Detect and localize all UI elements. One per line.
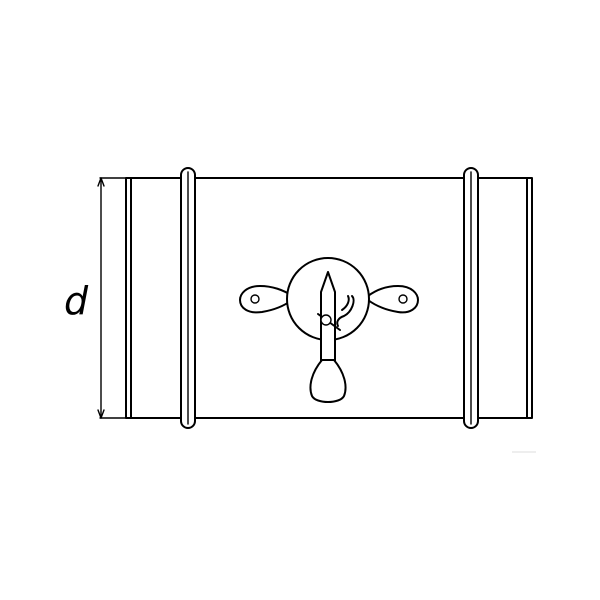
dimension-arrow-top — [97, 177, 105, 187]
right-clamp — [463, 167, 479, 429]
lever-grip — [309, 359, 347, 403]
lock-screw-icon — [317, 313, 341, 331]
dimension-arrow-bottom — [97, 409, 105, 419]
right-lug-hole — [398, 294, 408, 304]
duct-outline — [125, 177, 533, 419]
left-clamp — [180, 167, 196, 429]
left-lug-hole — [250, 294, 260, 304]
duct-body — [125, 177, 533, 419]
damper-handle — [239, 257, 419, 403]
lock-screw-head — [320, 314, 332, 326]
mounting-flange — [239, 285, 419, 314]
retaining-hook — [336, 295, 355, 327]
retaining-hook-inner — [341, 295, 350, 311]
diameter-dimension: d — [64, 177, 127, 419]
dimension-label: d — [64, 279, 89, 323]
